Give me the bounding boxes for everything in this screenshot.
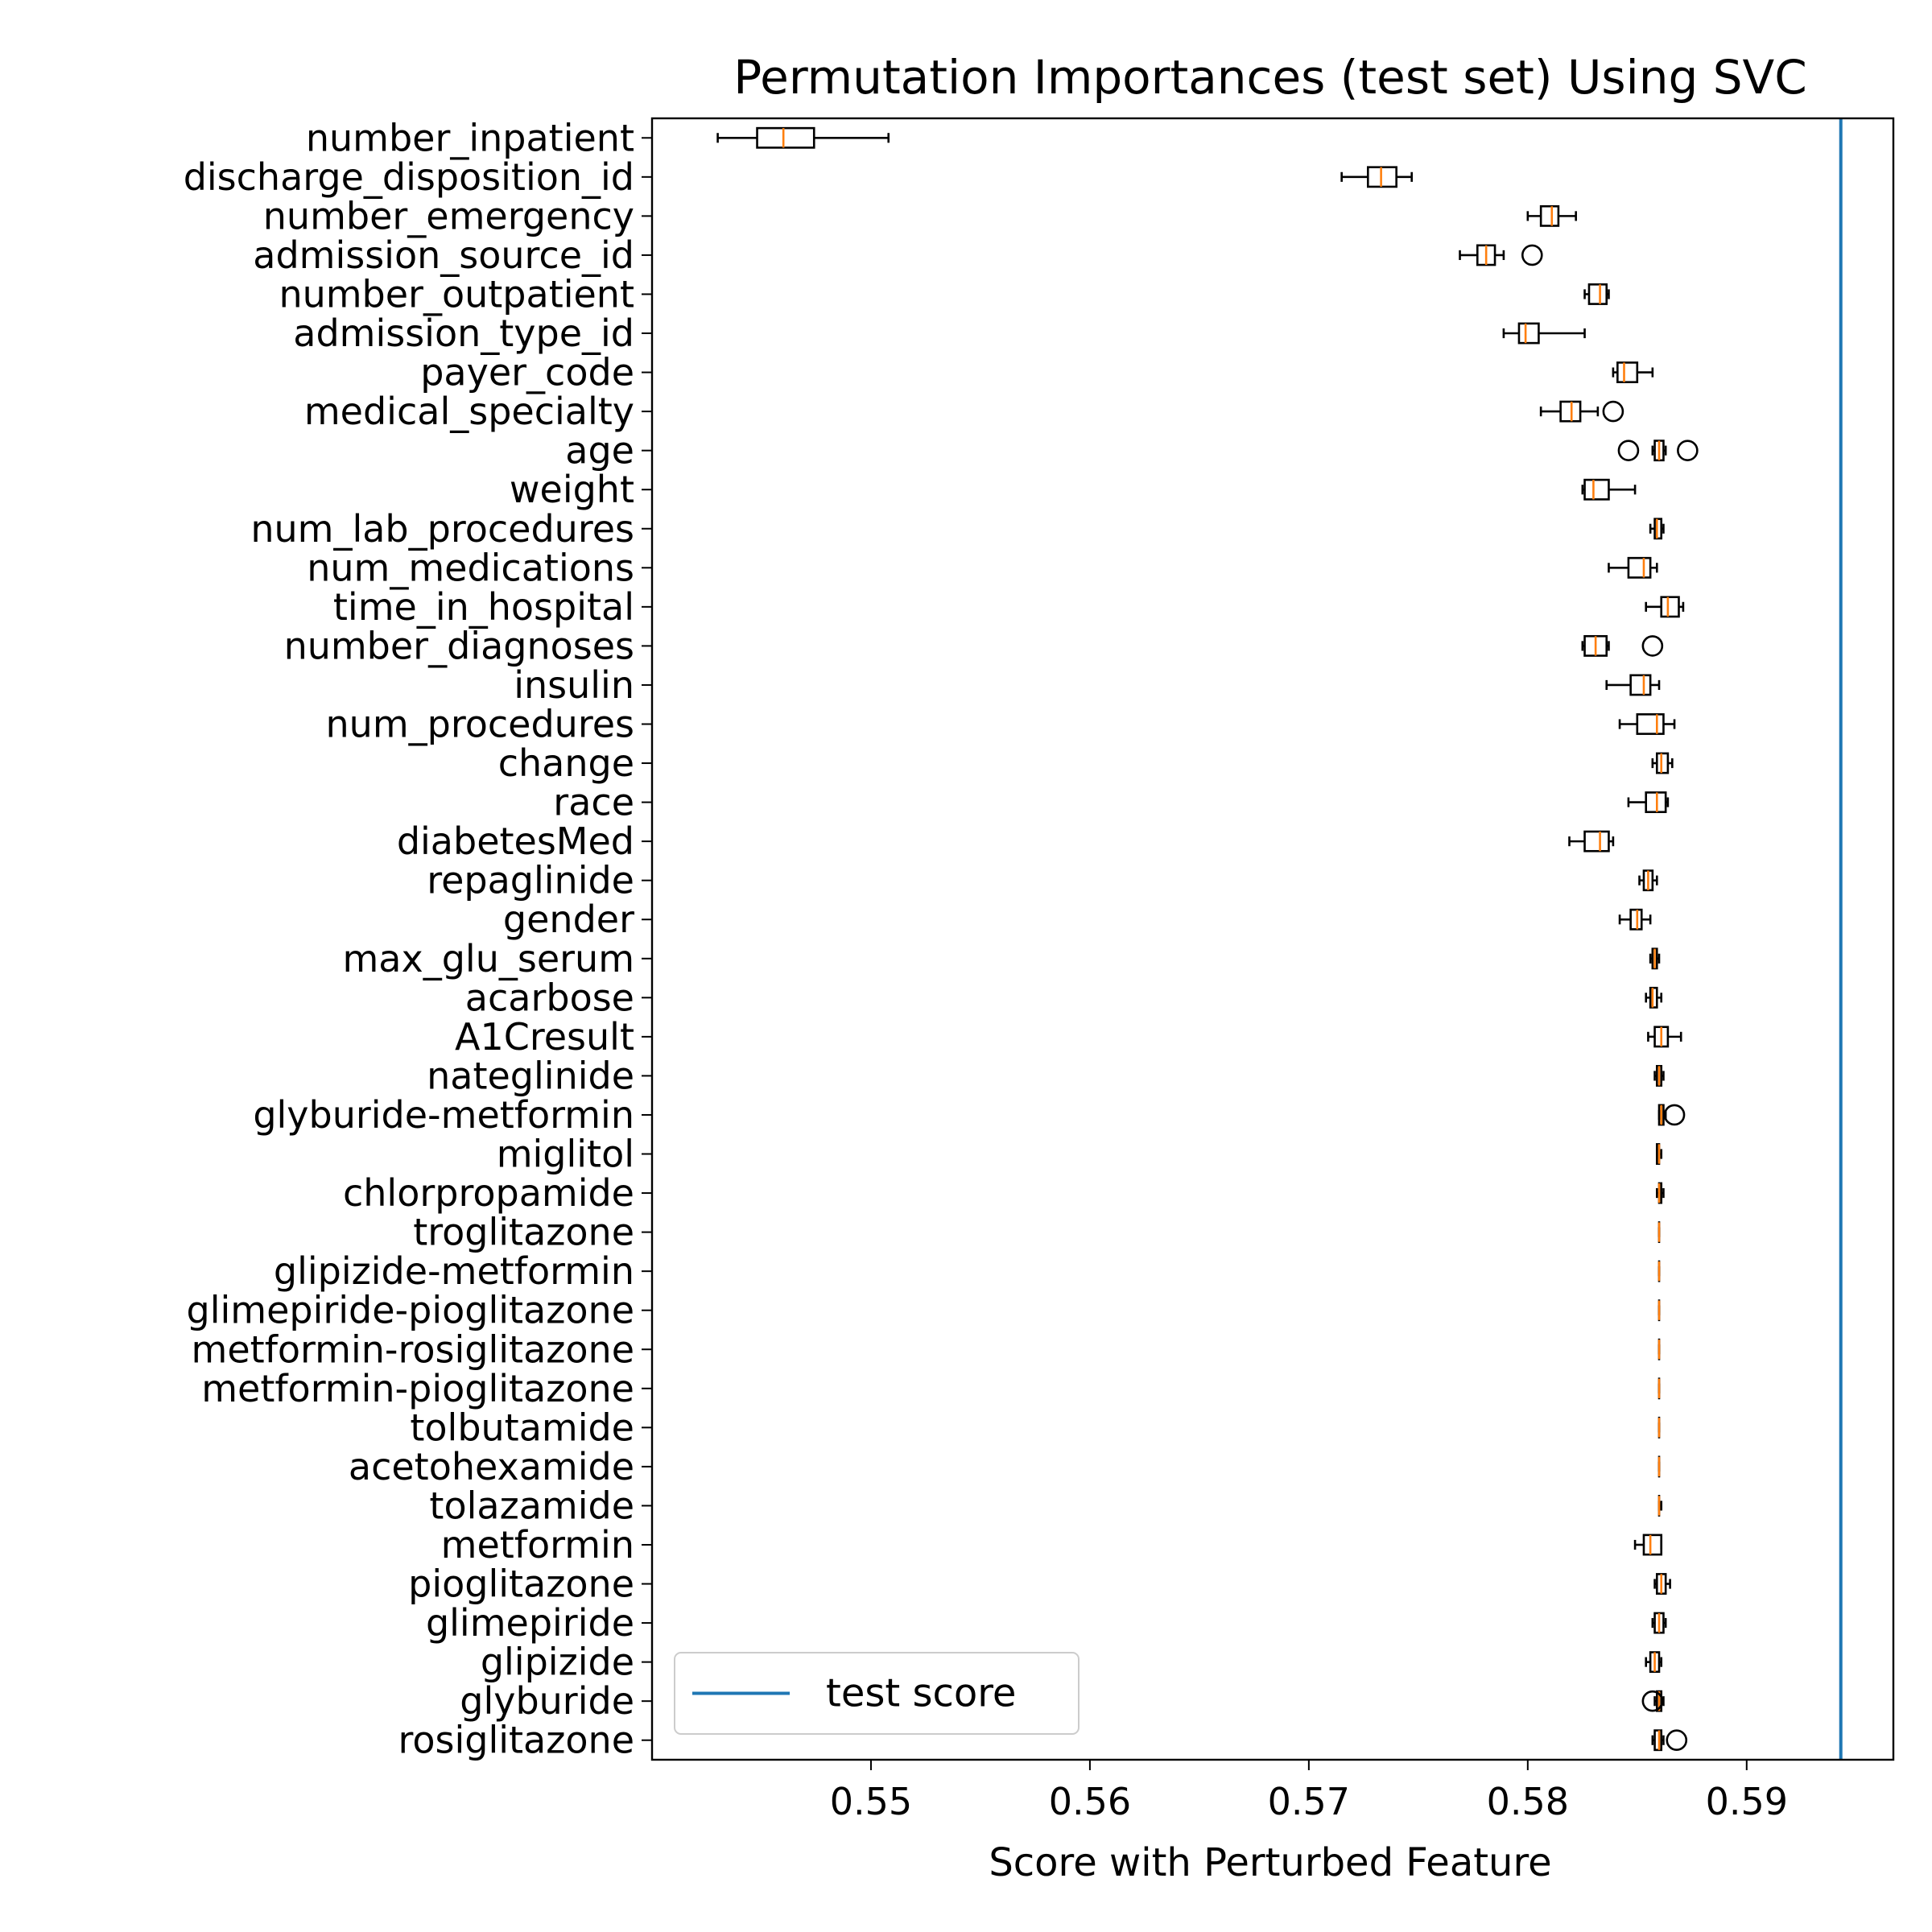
flier-point: [1666, 1729, 1688, 1752]
flier-point: [1663, 1104, 1686, 1126]
y-tick-label: race: [553, 781, 634, 824]
flier-point: [1641, 1690, 1664, 1712]
y-tick-label: glyburide-metformin: [253, 1093, 634, 1137]
box-iqr: [1616, 361, 1639, 383]
y-tick-label: num_lab_procedures: [250, 507, 634, 551]
y-tick-label: metformin-rosiglitazone: [192, 1327, 634, 1371]
y-tick-label: insulin: [514, 663, 634, 707]
box-iqr: [1583, 830, 1610, 852]
y-tick-label: age: [565, 429, 634, 473]
box-iqr: [1583, 478, 1610, 501]
box-iqr: [1629, 674, 1652, 696]
y-tick-label: number_inpatient: [306, 116, 634, 159]
y-tick-label: metformin: [441, 1523, 634, 1567]
y-tick-label: troglitazone: [413, 1211, 634, 1254]
x-tick-label: 0.55: [830, 1780, 912, 1823]
y-tick-label: num_medications: [307, 546, 634, 589]
y-tick-label: weight: [510, 468, 634, 511]
y-tick-label: acetohexamide: [349, 1445, 634, 1488]
flier-point: [1677, 440, 1699, 461]
x-axis-label: Score with Perturbed Feature: [989, 1840, 1551, 1885]
y-tick-label: glimepiride: [426, 1601, 634, 1645]
box-iqr: [1653, 1729, 1663, 1752]
y-tick-label: chlorpropamide: [343, 1171, 634, 1215]
box-iqr: [1649, 986, 1658, 1009]
box-iqr: [756, 126, 815, 149]
box-iqr: [1517, 322, 1540, 345]
y-tick-label: num_procedures: [326, 702, 634, 745]
y-tick-label: glyburide: [460, 1679, 634, 1723]
x-tick-label: 0.56: [1049, 1780, 1131, 1823]
axes-frame: [650, 117, 1895, 1761]
plot-area: number_inpatientdischarge_disposition_id…: [184, 116, 1895, 1823]
legend-entry-label: test score: [826, 1671, 1016, 1716]
flier-point: [1617, 440, 1640, 461]
y-tick-label: acarbose: [465, 976, 634, 1019]
y-tick-label: change: [498, 741, 634, 785]
chart-title: Permutation Importances (test set) Using…: [733, 50, 1806, 105]
y-tick-label: A1Cresult: [455, 1015, 634, 1059]
flier-point: [1521, 244, 1543, 266]
y-tick-label: rosiglitazone: [398, 1719, 634, 1762]
flier-point: [1602, 400, 1624, 423]
box-iqr: [1627, 556, 1652, 579]
y-tick-label: admission_source_id: [253, 233, 634, 277]
box-iqr: [1660, 596, 1680, 618]
y-tick-label: number_diagnoses: [284, 624, 634, 667]
y-tick-label: payer_code: [420, 351, 634, 394]
y-tick-label: discharge_disposition_id: [184, 155, 634, 199]
box-iqr: [1642, 1534, 1663, 1556]
y-tick-label: admission_type_id: [293, 312, 634, 355]
y-tick-label: repaglinide: [427, 859, 634, 902]
y-tick-label: gender: [503, 898, 634, 941]
y-tick-label: tolazamide: [429, 1484, 634, 1527]
y-tick-label: tolbutamide: [410, 1406, 634, 1449]
box-iqr: [1636, 713, 1665, 735]
y-tick-label: pioglitazone: [408, 1563, 634, 1606]
y-tick-label: glipizide-metformin: [274, 1249, 634, 1293]
y-tick-label: number_outpatient: [279, 272, 634, 316]
y-tick-label: time_in_hospital: [333, 585, 634, 629]
y-tick-label: metformin-pioglitazone: [201, 1367, 634, 1410]
box-iqr: [1539, 204, 1560, 227]
x-tick-label: 0.57: [1268, 1780, 1350, 1823]
y-tick-label: diabetesMed: [397, 819, 634, 863]
box-iqr: [1655, 752, 1670, 774]
y-tick-label: medical_specialty: [304, 390, 634, 433]
y-tick-label: max_glu_serum: [343, 937, 635, 980]
box-iqr: [1645, 791, 1667, 814]
flier-point: [1641, 635, 1664, 657]
legend-box: [674, 1652, 1080, 1735]
x-tick-label: 0.58: [1487, 1780, 1569, 1823]
x-tick-label: 0.59: [1706, 1780, 1788, 1823]
y-tick-label: glipizide: [481, 1641, 634, 1684]
y-tick-label: number_emergency: [263, 194, 634, 237]
box-iqr: [1653, 518, 1663, 540]
box-iqr: [1367, 166, 1397, 188]
y-tick-label: glimepiride-pioglitazone: [187, 1289, 635, 1332]
box-iqr: [1559, 400, 1582, 423]
y-tick-label: miglitol: [497, 1133, 634, 1176]
y-tick-label: nateglinide: [427, 1054, 634, 1097]
box-iqr: [1587, 283, 1608, 305]
box-iqr: [1629, 908, 1643, 931]
